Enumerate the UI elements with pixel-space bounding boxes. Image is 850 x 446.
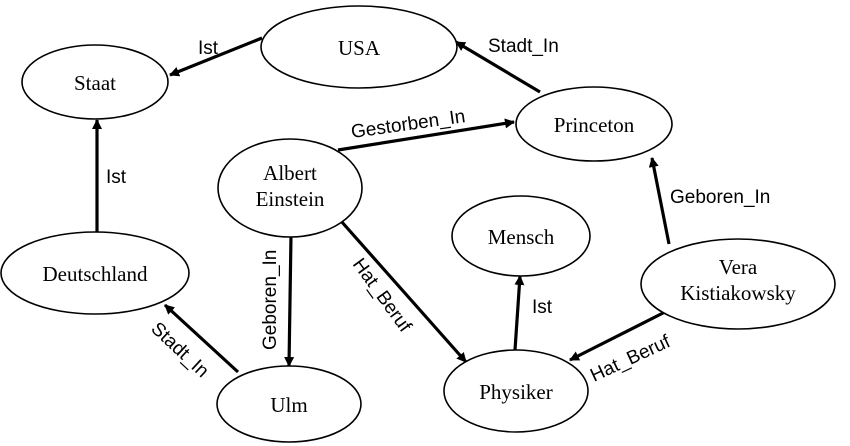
node-einstein: Albert Einstein <box>217 138 363 238</box>
edge-label-deutschland-staat: Ist <box>106 167 127 188</box>
node-princeton: Princeton <box>515 86 673 162</box>
edge-vera-physiker: Hat_Beruf <box>569 310 674 387</box>
edge-label-usa-staat: Ist <box>198 38 219 59</box>
edge-label-physiker-mensch: Ist <box>532 297 553 318</box>
node-einstein-label-line2: Einstein <box>256 187 325 211</box>
node-vera: Vera Kistiakowsky <box>640 238 836 330</box>
edge-einstein-princeton: Gestorben_In <box>337 106 515 152</box>
node-ulm: Ulm <box>216 365 362 443</box>
edge-einstein-physiker: Hat_Beruf <box>339 219 468 364</box>
node-usa-label: USA <box>338 36 381 60</box>
node-vera-label-line2: Kistiakowsky <box>680 281 796 305</box>
edge-deutschland-staat: Ist <box>92 119 127 233</box>
node-deutschland: Deutschland <box>0 231 190 315</box>
edge-label-princeton-usa: Stadt_In <box>488 36 559 57</box>
edge-vera-princeton: Geboren_In <box>648 157 770 245</box>
edge-label-ulm-deutschland: Stadt_In <box>147 318 213 382</box>
edge-physiker-mensch: Ist <box>513 275 553 351</box>
edge-label-vera-physiker: Hat_Beruf <box>587 331 674 386</box>
node-mensch: Mensch <box>451 195 591 277</box>
node-einstein-label-line1: Albert <box>263 161 317 185</box>
edge-usa-staat: Ist <box>169 36 263 77</box>
node-physiker-label: Physiker <box>479 380 553 404</box>
edge-label-einstein-ulm: Geboren_In <box>260 250 281 350</box>
node-staat: Staat <box>21 44 169 120</box>
node-princeton-label: Princeton <box>554 113 635 137</box>
node-physiker: Physiker <box>443 349 589 433</box>
node-staat-label: Staat <box>74 71 116 95</box>
node-mensch-label: Mensch <box>488 225 555 249</box>
node-deutschland-label: Deutschland <box>43 262 148 286</box>
edge-princeton-usa: Stadt_In <box>455 36 559 94</box>
node-ulm-label: Ulm <box>270 393 307 417</box>
edge-einstein-ulm: Geboren_In <box>260 234 295 367</box>
node-usa: USA <box>260 5 458 89</box>
edge-label-vera-princeton: Geboren_In <box>670 187 770 208</box>
edge-ulm-deutschland: Stadt_In <box>147 303 240 382</box>
node-vera-label-line1: Vera <box>719 255 758 279</box>
